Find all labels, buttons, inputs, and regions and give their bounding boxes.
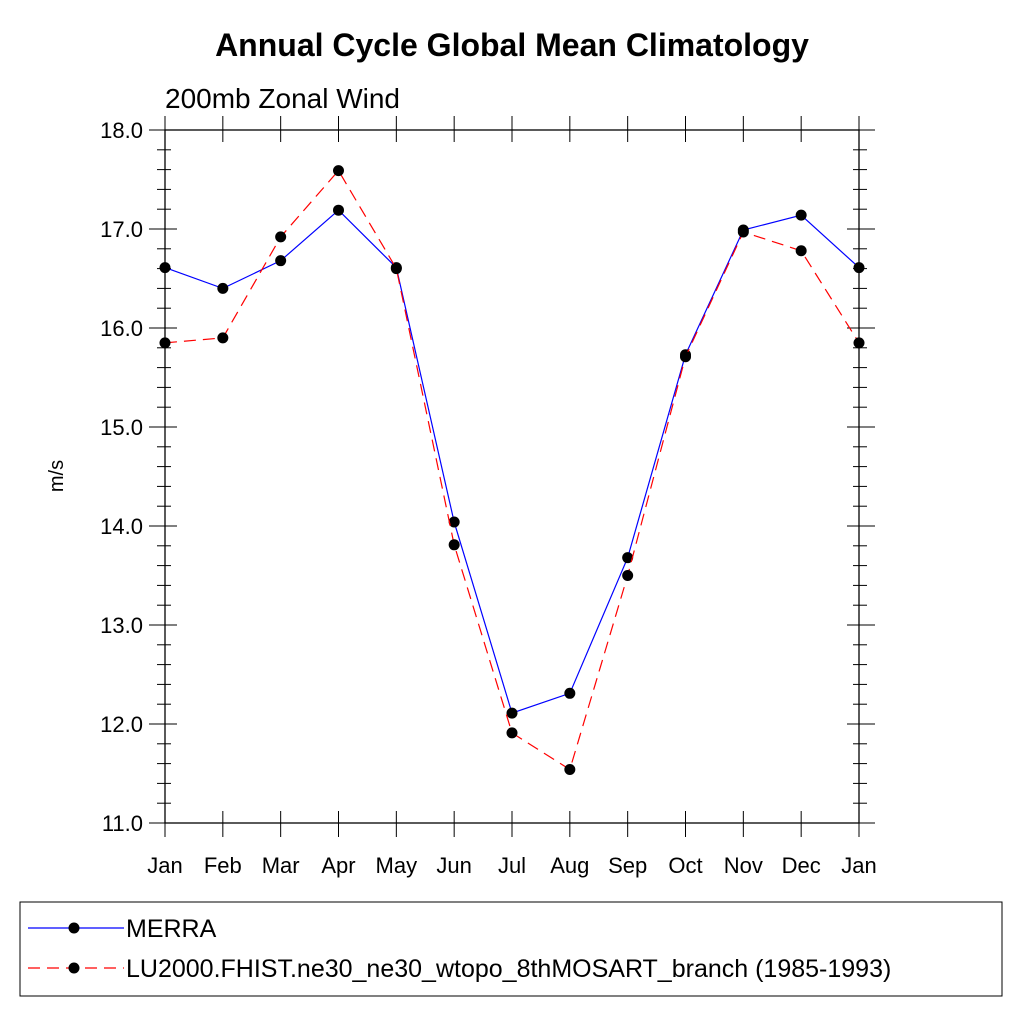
x-tick-label: Apr: [321, 853, 355, 878]
y-tick-label: 14.0: [100, 514, 143, 539]
series-2-point: [217, 332, 229, 344]
x-tick-label: Oct: [668, 853, 702, 878]
x-tick-label: Mar: [262, 853, 300, 878]
series-2-point: [275, 231, 287, 243]
series-1-point: [448, 516, 460, 528]
series-2-point: [564, 764, 576, 776]
x-tick-label: Jul: [498, 853, 526, 878]
series-line-2: [164, 169, 860, 771]
series-2-point: [159, 337, 171, 349]
y-axis-label: m/s: [46, 460, 68, 492]
x-tick-label: Nov: [724, 853, 763, 878]
y-tick-label: 15.0: [100, 415, 143, 440]
series-2-point: [737, 226, 749, 238]
series-1-point: [275, 255, 287, 267]
series-1-point: [217, 282, 229, 294]
chart-title: Annual Cycle Global Mean Climatology: [215, 27, 809, 63]
x-tick-label: Jun: [436, 853, 471, 878]
plot-frame: [164, 129, 860, 824]
x-tick-label: Aug: [550, 853, 589, 878]
legend-label-2: LU2000.FHIST.ne30_ne30_wtopo_8thMOSART_b…: [126, 955, 891, 983]
series-1-point: [795, 209, 807, 221]
x-tick-label: Jan: [841, 853, 876, 878]
series-2-point: [506, 727, 518, 739]
series-2-point: [448, 539, 460, 551]
x-tick-label: May: [376, 853, 418, 878]
y-tick-label: 11.0: [102, 811, 143, 836]
series-1-point: [333, 204, 344, 216]
x-tick-label: Sep: [608, 853, 647, 878]
series-2-point: [680, 351, 691, 363]
chart-subtitle: 200mb Zonal Wind: [165, 83, 400, 114]
legend: MERRA LU2000.FHIST.ne30_ne30_wtopo_8thMOS…: [19, 901, 1003, 997]
legend-marker-2: [68, 962, 80, 974]
series-2-point: [390, 263, 402, 275]
legend-label-1: MERRA: [126, 915, 217, 943]
series-2-point: [853, 337, 865, 349]
y-tick-label: 17.0: [100, 217, 143, 242]
series-1-point: [159, 262, 171, 274]
legend-marker-1: [68, 922, 80, 934]
series-1-point: [506, 707, 518, 719]
x-tick-label: Dec: [782, 853, 821, 878]
legend-frame: [19, 901, 1003, 997]
y-tick-label: 18.0: [100, 118, 143, 143]
series-1-point: [622, 552, 634, 564]
series-1-point: [853, 262, 865, 274]
y-tick-label: 12.0: [100, 712, 143, 737]
x-tick-label: Feb: [204, 853, 242, 878]
series-2-point: [795, 245, 807, 257]
series-2-point: [622, 570, 634, 581]
series-2-point: [333, 165, 344, 177]
y-tick-label: 13.0: [100, 613, 143, 638]
x-tick-label: Jan: [147, 853, 182, 878]
series-line-1: [164, 209, 860, 714]
series-group: [159, 165, 865, 776]
series-1-point: [564, 687, 576, 699]
y-tick-label: 16.0: [100, 316, 143, 341]
axis-ticks: Jan Feb Mar Apr May Jun Jul Aug Sep Oct Nov Dec Jan1…: [100, 116, 877, 878]
